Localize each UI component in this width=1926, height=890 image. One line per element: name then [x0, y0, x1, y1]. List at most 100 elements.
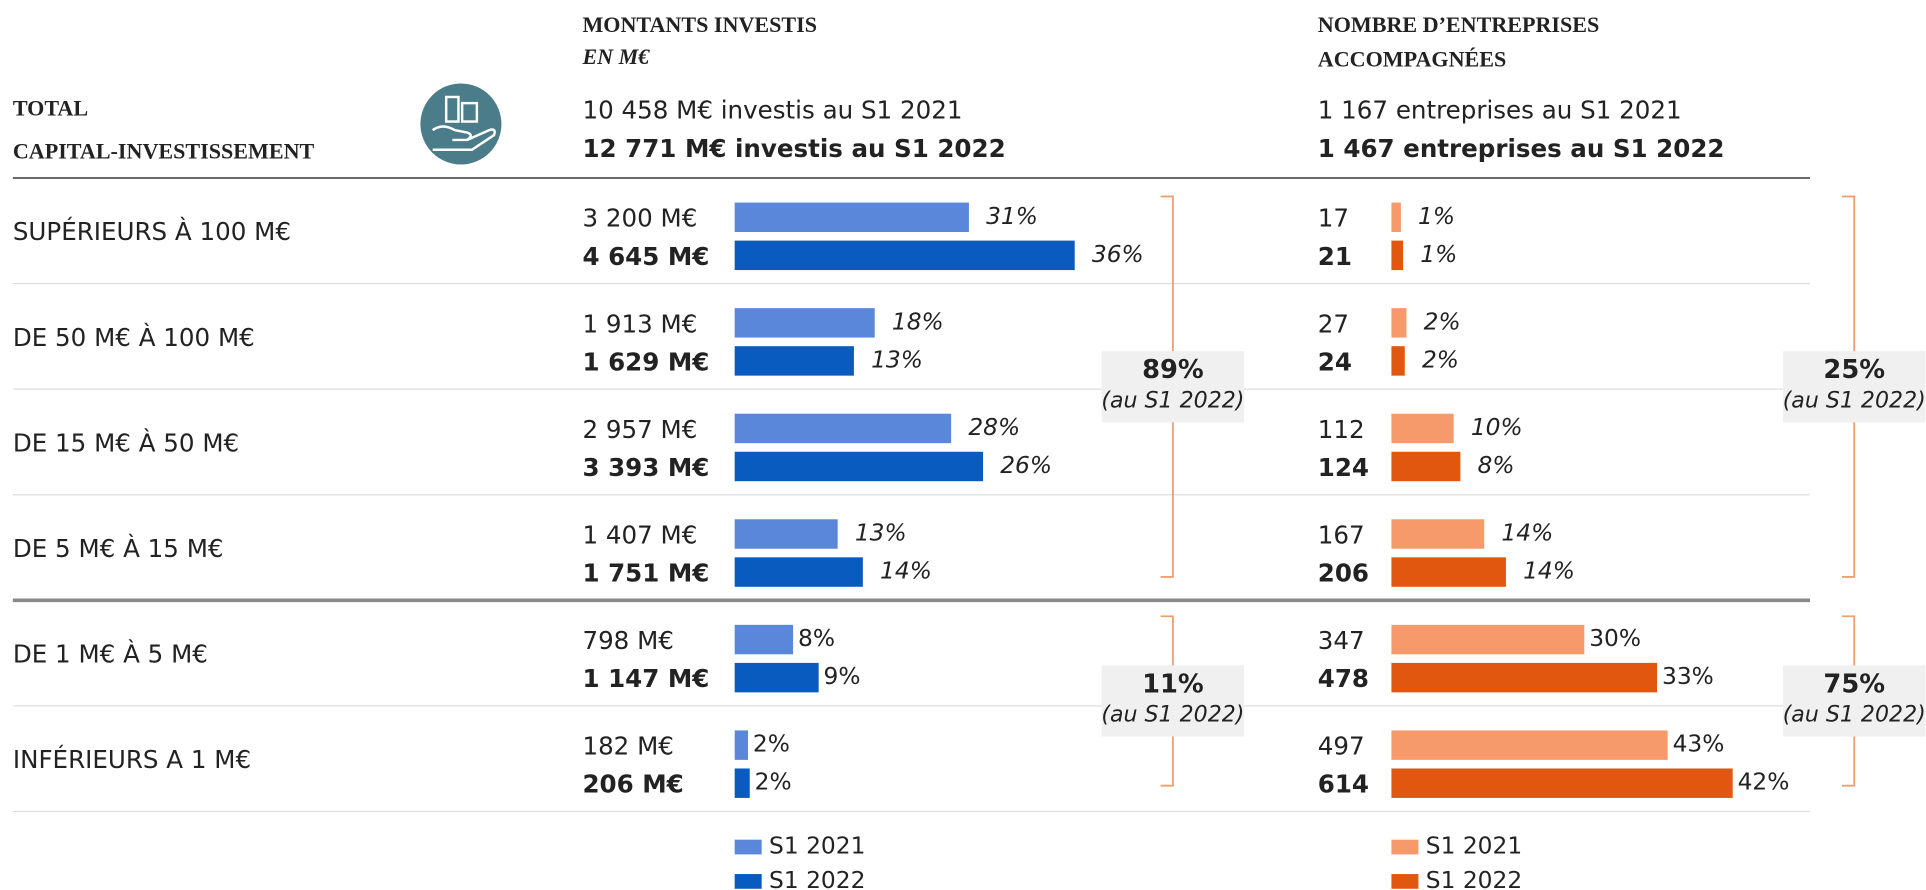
bar: [734, 308, 875, 338]
share-label: 43%: [1673, 731, 1725, 758]
share-label: 10%: [1471, 414, 1523, 441]
value-label: 167: [1318, 520, 1365, 549]
category-label: INFÉRIEURS A 1 M€: [13, 745, 251, 774]
group-share: 25%: [1823, 355, 1885, 385]
bracket-box: [1783, 665, 1926, 737]
bar: [1391, 308, 1407, 338]
bar: [734, 557, 863, 587]
legend-label: S1 2021: [1426, 833, 1522, 860]
value-label: 798 M€: [582, 626, 673, 655]
bar: [734, 413, 952, 444]
category-label: SUPÉRIEURS À 100 M€: [13, 217, 291, 246]
bar: [734, 346, 854, 376]
total-2022: 1 467 entreprises au S1 2022: [1318, 134, 1725, 163]
share-label: 2%: [1424, 308, 1461, 335]
category-label: DE 5 M€ À 15 M€: [13, 534, 224, 563]
bar: [1391, 240, 1404, 271]
value-label: 182 M€: [582, 732, 673, 761]
value-label: 4 645 M€: [582, 242, 709, 271]
value-label: 1 629 M€: [582, 347, 709, 376]
share-label: 13%: [855, 520, 907, 547]
value-label: 478: [1318, 664, 1369, 693]
share-label: 18%: [892, 308, 944, 335]
icon: [420, 83, 502, 165]
value-label: 347: [1318, 626, 1365, 655]
legend-label: S1 2021: [769, 833, 865, 860]
legend-swatch: [734, 839, 762, 855]
total-2022: 12 771 M€ investis au S1 2022: [582, 134, 1005, 163]
share-label: 33%: [1662, 663, 1714, 690]
column-unit: EN M€: [581, 44, 650, 69]
value-label: 206: [1318, 559, 1369, 588]
bar: [1391, 624, 1585, 655]
share-label: 28%: [968, 414, 1020, 441]
column-title: NOMBRE D’ENTREPRISES: [1318, 12, 1600, 37]
value-label: 24: [1318, 347, 1352, 376]
value-label: 1 913 M€: [582, 309, 697, 338]
value-label: 206 M€: [582, 770, 683, 799]
share-label: 9%: [824, 663, 861, 690]
bar: [734, 730, 748, 760]
share-label: 8%: [1478, 452, 1515, 479]
legend-label: S1 2022: [769, 867, 865, 890]
share-label: 2%: [1422, 346, 1459, 373]
bar: [734, 202, 969, 233]
bracket-box: [1101, 665, 1245, 737]
value-label: 112: [1318, 415, 1365, 444]
bar: [1391, 451, 1461, 482]
share-label: 2%: [755, 769, 792, 796]
bar: [1391, 730, 1668, 760]
share-label: 13%: [871, 346, 923, 373]
bracket-box: [1101, 351, 1245, 423]
bar: [1391, 662, 1658, 693]
bar: [734, 240, 1075, 271]
value-label: 3 393 M€: [582, 453, 709, 482]
legend-swatch: [1391, 874, 1419, 889]
total-2021: 10 458 M€ investis au S1 2021: [582, 96, 962, 125]
bracket-box: [1783, 351, 1926, 423]
bar: [1391, 413, 1454, 444]
value-label: 497: [1318, 732, 1365, 761]
share-label: 26%: [1000, 452, 1052, 479]
column-title: MONTANTS INVESTIS: [582, 12, 817, 37]
category-label: DE 50 M€ À 100 M€: [13, 323, 255, 352]
group-share: 11%: [1142, 669, 1204, 699]
value-label: 1 407 M€: [582, 520, 697, 549]
group-note: (au S1 2022): [1783, 702, 1926, 728]
legend-swatch: [1391, 839, 1419, 855]
share-label: 1%: [1420, 241, 1457, 268]
share-label: 31%: [986, 203, 1038, 230]
group-note: (au S1 2022): [1101, 702, 1244, 728]
title-line: CAPITAL-INVESTISSEMENT: [13, 139, 315, 164]
value-label: 614: [1318, 770, 1369, 799]
value-label: 17: [1318, 204, 1349, 233]
value-label: 2 957 M€: [582, 415, 697, 444]
bar: [1391, 202, 1401, 233]
share-label: 14%: [1523, 558, 1575, 585]
category-label: DE 15 M€ À 50 M€: [13, 428, 239, 457]
bar: [1391, 557, 1506, 587]
value-label: 21: [1318, 242, 1352, 271]
share-label: 1%: [1418, 203, 1455, 230]
bar: [734, 519, 838, 549]
value-label: 124: [1318, 453, 1369, 482]
share-label: 36%: [1092, 241, 1144, 268]
share-label: 30%: [1589, 625, 1641, 652]
value-label: 3 200 M€: [582, 204, 697, 233]
title-line: TOTAL: [13, 96, 88, 121]
value-label: 27: [1318, 309, 1349, 338]
bar: [734, 624, 794, 655]
category-label: DE 1 M€ À 5 M€: [13, 640, 208, 669]
group-note: (au S1 2022): [1783, 387, 1926, 413]
legend-label: S1 2022: [1426, 867, 1522, 890]
bar: [734, 662, 819, 693]
share-label: 14%: [880, 558, 932, 585]
bar: [734, 451, 984, 482]
value-label: 1 751 M€: [582, 559, 709, 588]
total-2021: 1 167 entreprises au S1 2021: [1318, 96, 1682, 125]
column-title: ACCOMPAGNÉES: [1318, 46, 1506, 71]
group-note: (au S1 2022): [1101, 387, 1244, 413]
bar: [1391, 768, 1733, 798]
share-label: 14%: [1501, 520, 1553, 547]
